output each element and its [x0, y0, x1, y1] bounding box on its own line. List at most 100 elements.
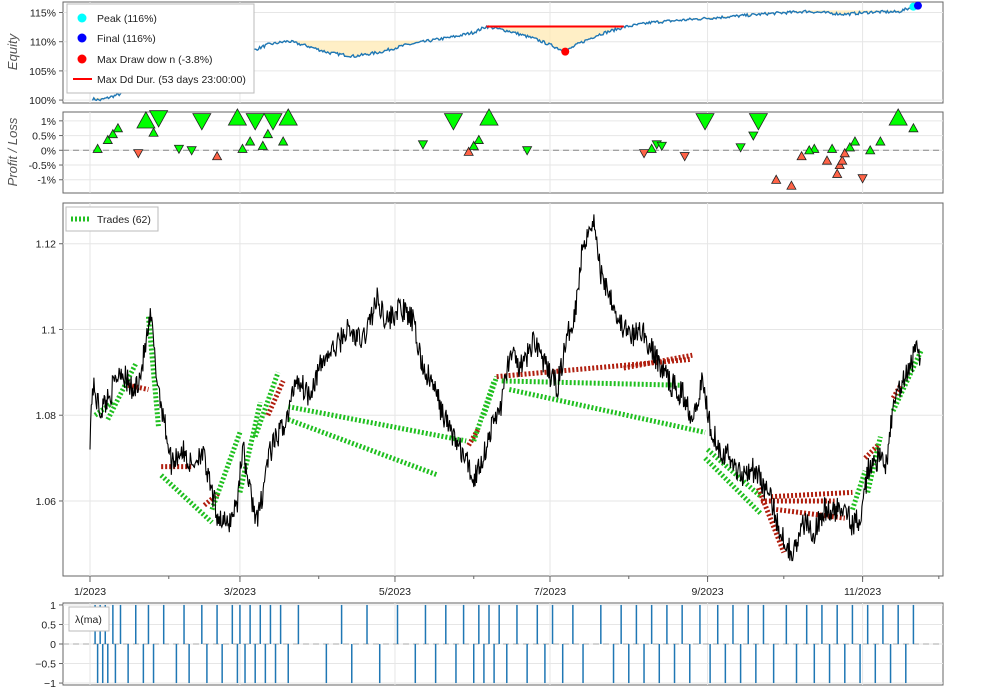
trade-pl-marker — [826, 143, 838, 153]
trade-pl-marker — [133, 149, 144, 159]
trade-pl-marker — [748, 131, 759, 141]
trade-pl-marker — [468, 140, 479, 150]
trade-line — [501, 378, 680, 388]
trade-line — [287, 417, 440, 478]
trade-pl-marker — [844, 142, 856, 152]
equity-legend-box — [66, 3, 255, 94]
trade-pl-marker — [865, 144, 876, 155]
trade-pl-marker — [173, 144, 185, 155]
trade-pl-marker — [748, 113, 769, 131]
trade-pl-marker — [656, 141, 667, 152]
ytick-label: -1% — [37, 175, 56, 187]
ytick-label: 105% — [29, 66, 56, 78]
trade-pl-marker — [92, 143, 103, 153]
trade-line — [202, 490, 222, 508]
equity-ylabel: Equity — [5, 32, 20, 70]
trade-pl-marker — [148, 110, 169, 128]
trade-pl-marker — [112, 122, 124, 133]
trade-pl-marker — [908, 122, 919, 133]
xtick-label: 9/2023 — [692, 586, 724, 598]
pl-ticks: 1% 0.5% 0% -0.5% -1% — [29, 116, 63, 187]
trade-pl-marker — [857, 174, 868, 184]
trade-pl-marker — [262, 128, 274, 139]
trade-pl-marker — [245, 113, 265, 131]
legend-final-swatch — [77, 33, 87, 43]
ytick-label: 0.5% — [32, 131, 56, 143]
ytick-label: 100% — [29, 95, 56, 107]
trade-pl-marker — [849, 136, 861, 146]
trade-line — [850, 470, 868, 511]
trade-pl-marker — [679, 152, 690, 162]
trade-pl-marker — [473, 134, 485, 144]
trade-line — [481, 375, 500, 417]
xtick-label: 5/2023 — [379, 586, 411, 598]
price-line — [89, 214, 921, 562]
price-panel: 1.06 1.08 1.1 1.12 Trades (62) 1/2023 3/2023… — [36, 202, 944, 598]
trade-pl-marker — [277, 136, 289, 146]
trade-line — [865, 436, 883, 493]
ytick-label: 115% — [30, 8, 56, 20]
trade-line — [127, 382, 149, 392]
pl-panel: 1% 0.5% 0% -0.5% -1% Profit / Loss — [5, 108, 944, 194]
trade-pl-marker — [786, 180, 797, 190]
indicator-bars — [94, 604, 915, 684]
trade-pl-marker — [875, 136, 886, 146]
xtick-label: 11/2023 — [844, 586, 881, 598]
trade-pl-marker — [192, 113, 212, 131]
trade-line — [145, 316, 162, 429]
trade-line — [770, 489, 853, 500]
trade-line — [756, 487, 787, 554]
pl-markers — [92, 108, 919, 190]
trade-line — [159, 473, 214, 525]
final-marker — [913, 1, 922, 10]
ytick-label: 110% — [30, 37, 56, 49]
trade-line — [775, 507, 846, 521]
xtick-label: 1/2023 — [74, 586, 106, 598]
legend-final-text: Final (116%) — [97, 33, 156, 45]
indicator-legend: λ(ma) — [68, 606, 110, 632]
trade-pl-marker — [463, 146, 474, 156]
ytick-label: 1.06 — [36, 496, 57, 508]
ytick-label: 1 — [50, 600, 56, 612]
trade-line — [209, 431, 243, 511]
legend-mdd-text: Max Draw dow n (-3.8%) — [97, 54, 213, 66]
trade-line — [863, 443, 880, 460]
trade-pl-marker — [107, 128, 119, 139]
ytick-label: 0 — [50, 639, 56, 651]
trade-pl-marker — [257, 140, 268, 150]
trade-line — [237, 401, 263, 493]
legend-dd-text: Max Dd Dur. (53 days 23:00:00) — [97, 74, 246, 86]
equity-panel: 100% 105% 110% 115% Equity Peak (116%) Fina… — [5, 1, 944, 107]
trade-pl-marker — [244, 136, 256, 146]
max-drawdown-marker — [561, 47, 570, 56]
trade-pl-marker — [821, 155, 833, 165]
legend-indicator-text: λ(ma) — [75, 614, 102, 626]
xtick-label: 7/2023 — [534, 586, 566, 598]
equity-legend: Peak (116%) Final (116%) Max Draw dow n … — [66, 3, 255, 94]
trade-pl-marker — [263, 113, 283, 131]
ytick-label: 1.12 — [36, 239, 57, 251]
trade-pl-marker — [227, 108, 248, 126]
trade-line — [703, 456, 763, 516]
ytick-label: 1% — [41, 116, 56, 128]
trade-pl-marker — [646, 143, 657, 153]
xtick-label: 3/2023 — [224, 586, 256, 598]
indicator-legend-box — [68, 606, 110, 632]
trade-pl-marker — [735, 143, 746, 153]
trade-pl-marker — [839, 147, 850, 158]
trade-pl-marker — [186, 146, 197, 156]
trade-pl-marker — [148, 127, 159, 137]
price-legend: Trades (62) — [65, 206, 159, 232]
trade-pl-marker — [521, 146, 533, 156]
pl-ylabel: Profit / Loss — [5, 117, 20, 186]
price-ticks: 1.06 1.08 1.1 1.12 — [36, 239, 63, 508]
indicator-ticks: 1 0.5 0 −0.5 −1 — [35, 600, 63, 690]
trade-line — [508, 387, 706, 435]
trade-pl-marker — [479, 108, 499, 126]
legend-peak-swatch — [77, 13, 87, 23]
ytick-label: −0.5 — [35, 659, 56, 671]
ytick-label: 0% — [41, 145, 56, 157]
ytick-label: 1.1 — [41, 324, 56, 336]
price-grid — [63, 203, 943, 576]
